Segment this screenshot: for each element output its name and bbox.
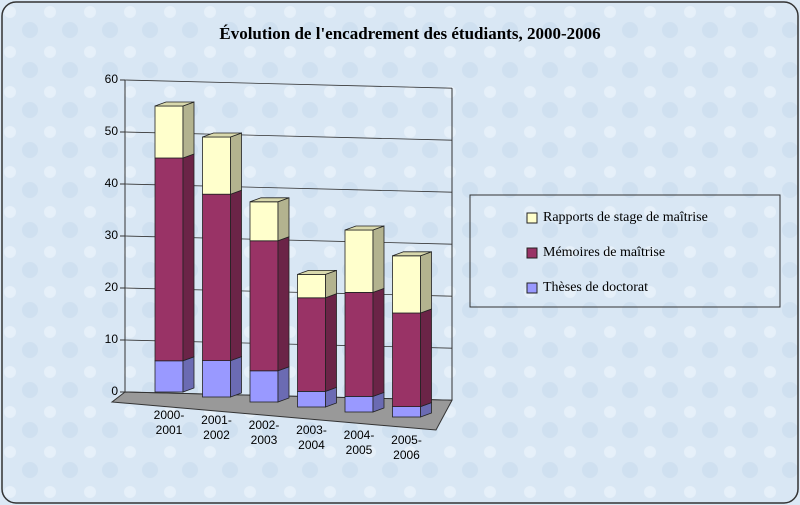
y-tick-label: 60	[105, 72, 119, 86]
bar-side	[277, 366, 290, 403]
legend-swatch	[526, 247, 538, 259]
chart-title: Évolution de l'encadrement des étudiants…	[219, 24, 600, 43]
legend-label: Thèses de doctorat	[543, 280, 648, 295]
x-tick-label: 2000-2001	[153, 408, 185, 437]
bar-segment	[392, 406, 421, 418]
bar-segment	[249, 240, 279, 372]
bar-top	[392, 251, 432, 257]
y-tick-label: 0	[111, 384, 118, 398]
x-tick-label: 2002-2003	[248, 418, 280, 447]
bar-segment	[154, 157, 184, 362]
y-tick-label: 10	[105, 332, 119, 346]
bar-top	[344, 225, 385, 231]
bar-segment	[154, 360, 184, 393]
bar-segment	[344, 395, 374, 413]
bar-segment	[297, 297, 326, 392]
bar-segment	[392, 255, 421, 314]
bar-segment	[249, 201, 279, 242]
x-tick-label: 2005-2006	[391, 433, 422, 462]
bar-side	[372, 225, 385, 293]
bar-segment	[297, 273, 326, 299]
bar-segment	[344, 291, 374, 397]
x-tick-label: 2001-2002	[201, 413, 232, 442]
bar-top	[154, 101, 195, 107]
bar-side	[230, 132, 242, 195]
bar-side	[182, 356, 195, 393]
bar-segment	[249, 370, 279, 403]
y-tick-label: 40	[105, 176, 119, 190]
bar-top	[297, 269, 337, 275]
legend	[469, 194, 781, 308]
bar-side	[182, 101, 195, 159]
bar-side	[420, 251, 432, 314]
bar-side	[325, 293, 337, 392]
y-tick-label: 20	[105, 280, 119, 294]
bar-segment	[297, 390, 326, 408]
bar-segment	[344, 229, 374, 293]
bar-side	[420, 308, 432, 408]
bar-segment	[154, 105, 184, 159]
y-tick-label: 50	[105, 124, 119, 138]
legend-swatch	[526, 282, 538, 294]
bar-side	[325, 269, 337, 299]
bar-segment	[392, 312, 421, 407]
bar-side	[372, 287, 385, 397]
bar-top	[249, 197, 290, 203]
bar-side	[230, 189, 242, 362]
y-tick-label: 30	[105, 228, 119, 242]
bar-segment	[202, 193, 231, 361]
legend-label: Rapports de stage de maîtrise	[543, 210, 708, 225]
bar-side	[182, 153, 195, 362]
x-tick-label: 2004-2005	[343, 428, 375, 457]
grid-line	[124, 79, 453, 89]
bar-segment	[202, 136, 231, 195]
x-tick-label: 2003-2004	[296, 423, 327, 452]
bar-side	[277, 197, 290, 242]
bar-segment	[202, 360, 231, 398]
legend-label: Mémoires de maîtrise	[543, 245, 665, 260]
legend-swatch	[526, 212, 538, 224]
bar-side	[277, 236, 290, 372]
bar-top	[202, 132, 242, 138]
bar-side	[230, 356, 242, 398]
